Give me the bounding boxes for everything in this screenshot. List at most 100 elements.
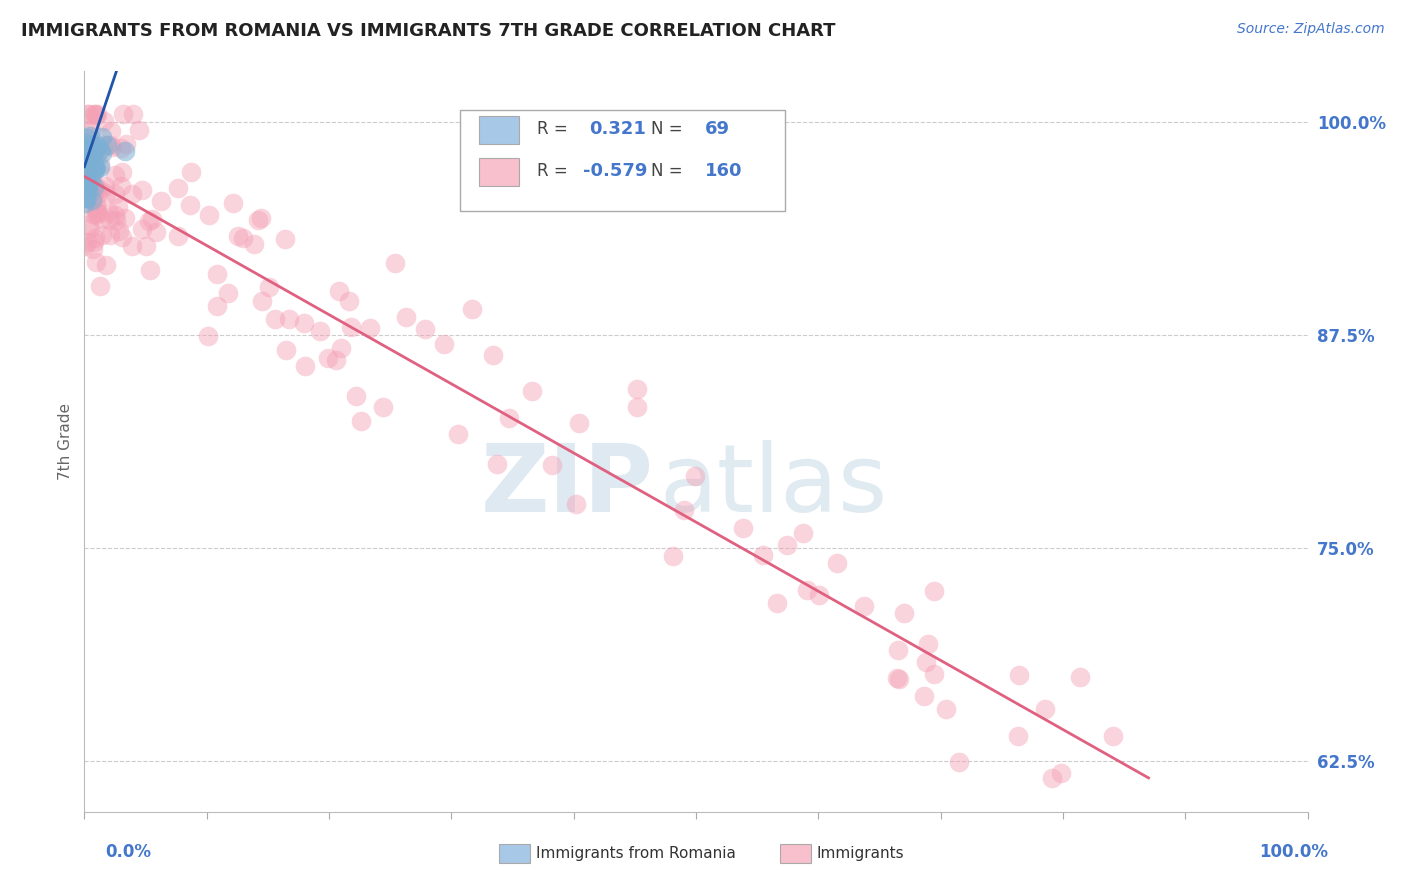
Point xyxy=(79,220,101,235)
Point xyxy=(115,137,138,152)
Point xyxy=(79,142,101,156)
Point xyxy=(198,208,221,222)
Point xyxy=(1007,730,1029,744)
Point xyxy=(84,162,107,177)
Point xyxy=(73,239,96,253)
Point xyxy=(73,179,96,194)
Point xyxy=(76,181,98,195)
Point xyxy=(79,159,101,173)
Point xyxy=(108,224,131,238)
Point xyxy=(77,180,100,194)
Point xyxy=(76,176,98,190)
Point xyxy=(76,149,98,163)
Point xyxy=(1102,729,1125,743)
Point xyxy=(93,178,115,193)
Point xyxy=(101,139,124,153)
Point xyxy=(104,186,127,201)
Point xyxy=(110,179,132,194)
Point xyxy=(80,175,103,189)
Point xyxy=(105,212,128,227)
Point xyxy=(197,328,219,343)
Point xyxy=(337,294,360,309)
Text: IMMIGRANTS FROM ROMANIA VS IMMIGRANTS 7TH GRADE CORRELATION CHART: IMMIGRANTS FROM ROMANIA VS IMMIGRANTS 7T… xyxy=(21,22,835,40)
Point xyxy=(98,204,121,219)
Text: -0.579: -0.579 xyxy=(583,162,648,180)
Point xyxy=(82,144,104,158)
Point xyxy=(292,316,315,330)
Point xyxy=(232,231,254,245)
Point xyxy=(84,208,107,222)
FancyBboxPatch shape xyxy=(479,158,519,186)
Point xyxy=(80,137,103,152)
Point xyxy=(626,401,648,415)
Point xyxy=(540,458,562,472)
Point xyxy=(912,689,935,703)
Point xyxy=(166,228,188,243)
Point xyxy=(98,137,121,152)
Point xyxy=(90,227,112,242)
Point xyxy=(139,263,162,277)
Point xyxy=(179,198,201,212)
Point xyxy=(128,122,150,136)
Point xyxy=(498,411,520,425)
Point xyxy=(243,236,266,251)
Point xyxy=(141,212,163,227)
Point xyxy=(914,656,936,670)
Point xyxy=(82,242,104,256)
Point xyxy=(924,667,946,681)
Point xyxy=(482,348,505,362)
Point xyxy=(77,141,100,155)
Point xyxy=(76,177,98,191)
Point xyxy=(226,229,249,244)
Point xyxy=(91,146,114,161)
Point xyxy=(94,186,117,200)
Point xyxy=(86,204,108,219)
Point xyxy=(330,341,353,355)
Point xyxy=(73,161,96,176)
Point xyxy=(76,164,98,178)
Point xyxy=(205,267,228,281)
Point xyxy=(93,113,115,128)
FancyBboxPatch shape xyxy=(460,110,786,211)
Point xyxy=(766,596,789,610)
Point xyxy=(83,152,105,166)
Point xyxy=(83,107,105,121)
Point xyxy=(792,526,814,541)
Point xyxy=(86,108,108,122)
Point xyxy=(131,221,153,235)
Point xyxy=(86,181,108,195)
Point xyxy=(91,212,114,227)
Point xyxy=(135,239,157,253)
Point xyxy=(257,280,280,294)
Point xyxy=(75,167,97,181)
Point xyxy=(96,137,118,152)
Point xyxy=(84,160,107,174)
Point xyxy=(75,164,97,178)
Point xyxy=(565,497,588,511)
Point xyxy=(685,469,707,483)
Point xyxy=(371,400,394,414)
Point xyxy=(79,181,101,195)
Point xyxy=(893,606,915,620)
Point xyxy=(89,182,111,196)
Point xyxy=(626,382,648,396)
Point xyxy=(75,178,97,193)
Point xyxy=(75,191,97,205)
Point xyxy=(486,458,509,472)
Point xyxy=(89,160,111,174)
Point xyxy=(98,228,121,243)
Point xyxy=(1008,668,1031,682)
Point xyxy=(73,153,96,167)
Point xyxy=(252,294,274,309)
Point xyxy=(84,231,107,245)
Point xyxy=(568,416,591,430)
Point xyxy=(217,286,239,301)
Text: R =: R = xyxy=(537,120,568,138)
Point xyxy=(91,137,114,152)
Point xyxy=(76,175,98,189)
Point xyxy=(77,159,100,173)
Point xyxy=(825,557,848,571)
Text: 69: 69 xyxy=(704,120,730,138)
Text: R =: R = xyxy=(537,162,568,180)
Point xyxy=(853,599,876,614)
